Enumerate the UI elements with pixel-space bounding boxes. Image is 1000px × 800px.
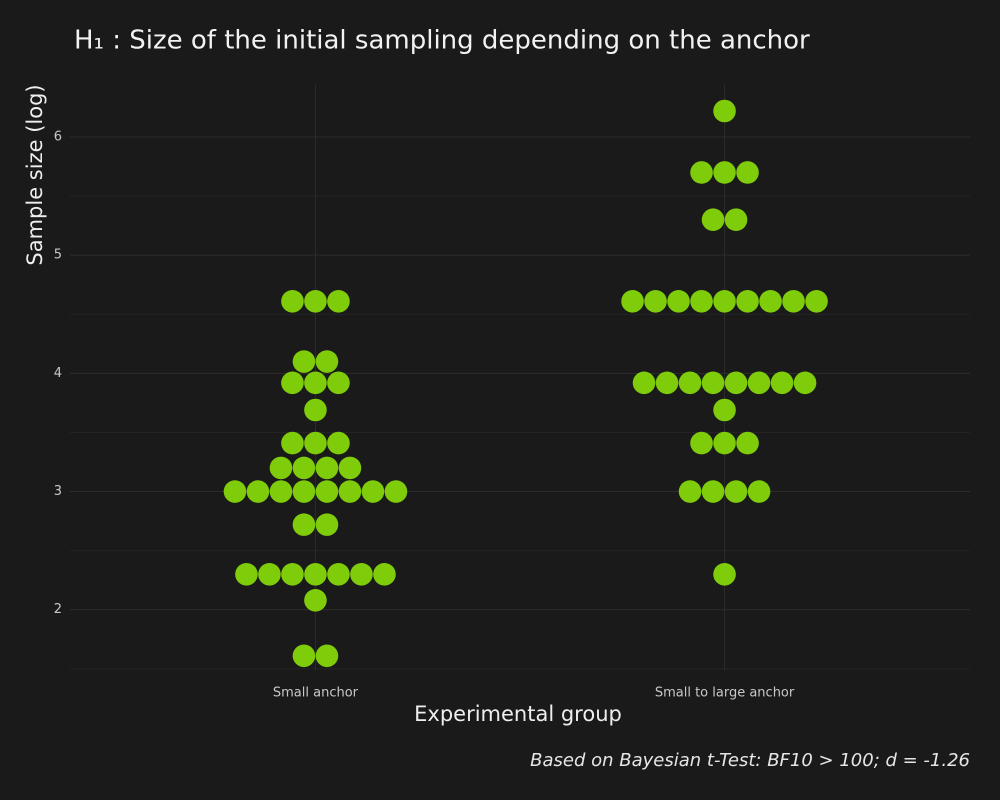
dot [235,562,258,586]
dot [793,371,817,395]
dot [292,480,316,503]
dot [315,350,339,373]
dot [713,431,736,455]
dot [713,398,736,422]
dot [292,644,316,668]
dot [736,289,759,313]
dot [678,371,702,395]
dot [747,480,771,503]
dot [304,431,327,455]
x-axis-title: Experimental group [414,702,622,726]
y-tick-label: 2 [54,602,62,617]
dot [747,371,771,395]
dot [327,431,350,455]
dot [258,562,281,586]
dot [713,562,736,586]
dot [327,562,350,586]
dot [690,431,713,455]
y-tick-label: 5 [54,248,62,263]
y-tick-label: 4 [54,366,62,381]
dot [713,289,736,313]
dot [338,456,362,480]
dot [621,289,644,313]
dot [304,588,327,612]
dot [655,371,679,395]
dot [770,371,794,395]
dot [361,480,385,503]
caption: Based on Bayesian t-Test: BF10 > 100; d … [530,750,970,771]
dot [724,208,748,232]
dot [384,480,408,503]
x-tick-label: Small anchor [273,686,359,701]
dot [701,371,725,395]
dot [736,431,759,455]
dot [724,371,748,395]
dot [701,208,725,232]
dot [327,289,350,313]
dot [315,456,339,480]
dot [713,99,736,123]
dot [667,289,690,313]
chart-title: H₁ : Size of the initial sampling depend… [74,26,810,56]
y-axis-title: Sample size (log) [23,84,47,265]
dot [805,289,828,313]
dot [644,289,667,313]
dot [304,398,327,422]
y-tick-label: 3 [54,484,62,499]
dot [350,562,373,586]
dot [373,562,396,586]
dot [701,480,725,503]
dot [315,480,339,503]
dot [246,480,270,503]
dot [281,289,304,313]
dot [292,456,316,480]
dot [304,562,327,586]
dot [782,289,805,313]
dot [678,480,702,503]
x-tick-label: Small to large anchor [655,686,795,701]
dot [223,480,247,503]
dot [304,289,327,313]
dot [690,161,713,184]
dot [327,371,350,395]
dot [281,562,304,586]
dot [292,350,316,373]
dot [292,513,316,536]
dot [315,644,339,668]
dot [281,431,304,455]
dot [632,371,656,395]
dot [690,289,713,313]
dot [736,161,759,184]
dot [759,289,782,313]
y-tick-label: 6 [54,130,62,145]
dot [281,371,304,395]
dot [724,480,748,503]
dot [269,456,293,480]
dot [338,480,362,503]
dot [304,371,327,395]
dot [713,161,736,184]
dot [269,480,293,503]
dot [315,513,339,536]
